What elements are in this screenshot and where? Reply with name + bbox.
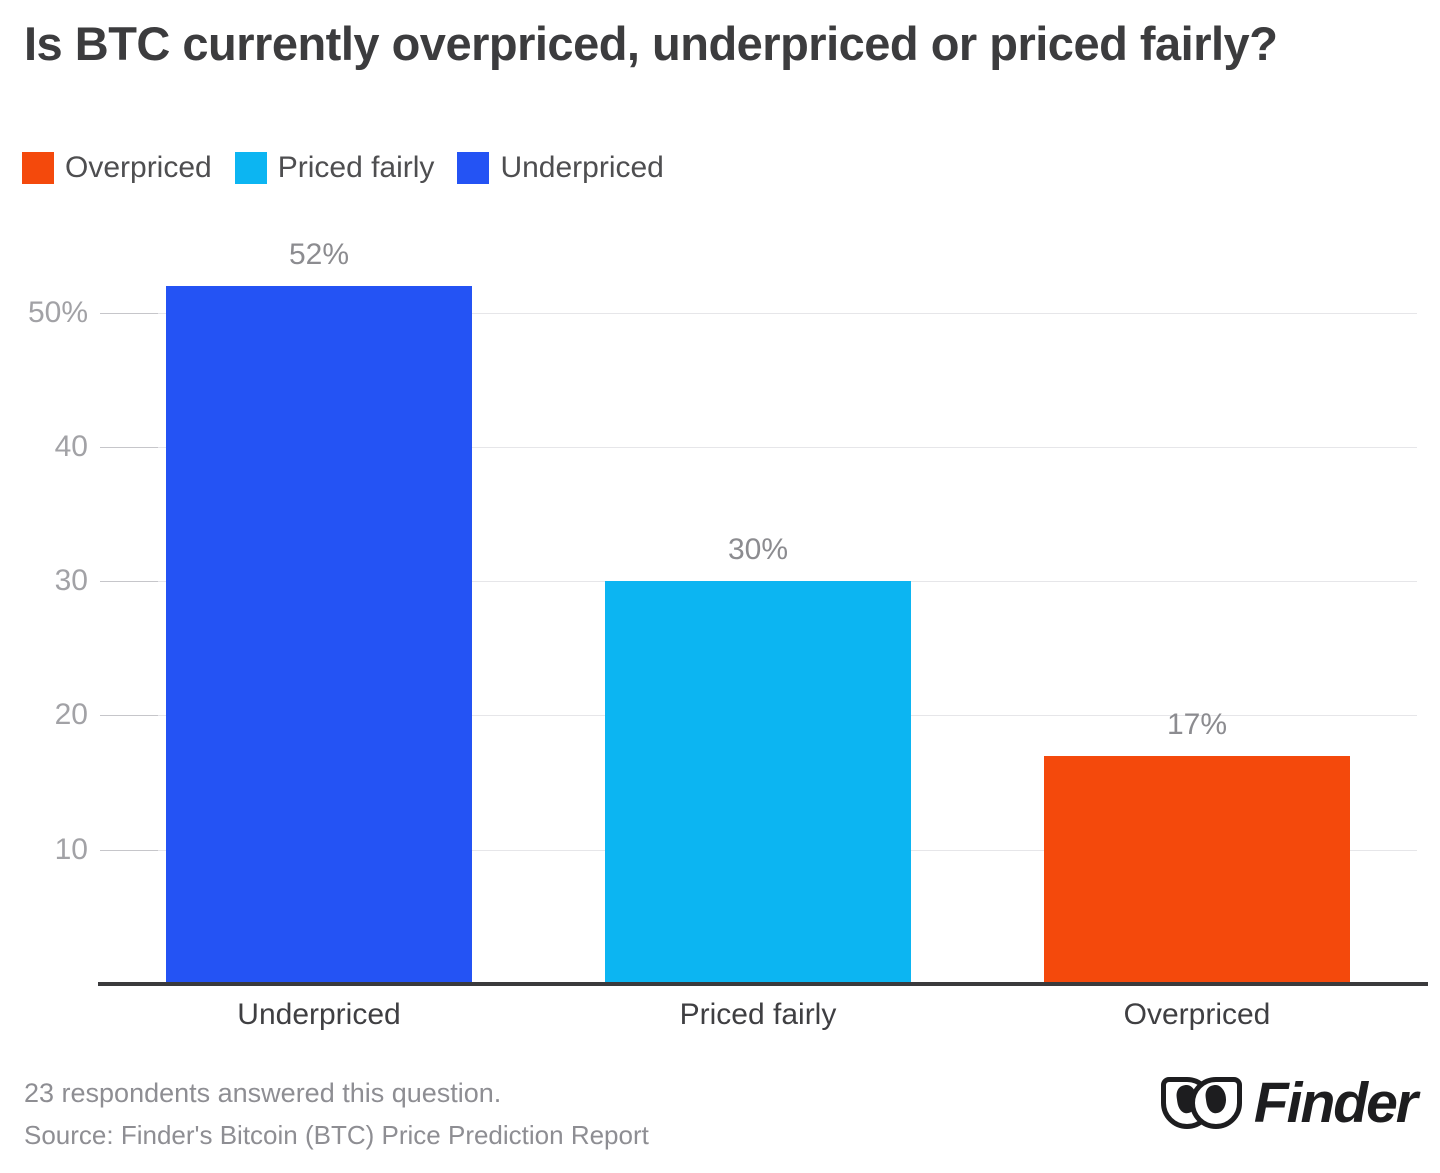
source-note: Source: Finder's Bitcoin (BTC) Price Pre… — [24, 1120, 649, 1150]
legend-swatch-priced-fairly — [234, 152, 267, 184]
legend-swatch-underpriced — [457, 152, 490, 184]
bar-value-label-underpriced: 52% — [288, 237, 350, 271]
chart-title: Is BTC currently overpriced, underpriced… — [24, 17, 1278, 70]
ytick-label-10: 10 — [54, 832, 88, 866]
legend-item-overpriced: Overpriced — [22, 151, 212, 185]
ytick-mark-20 — [100, 715, 158, 717]
ytick-mark-30 — [100, 581, 158, 583]
ytick-label-40: 40 — [54, 429, 88, 463]
bar-value-label-priced-fairly: 30% — [727, 533, 789, 567]
bar-priced-fairly — [605, 581, 911, 984]
xtick-label-underpriced: Underpriced — [237, 998, 401, 1031]
bar-underpriced — [166, 285, 472, 984]
finder-logo-right-pupil — [1203, 1083, 1228, 1115]
ytick-mark-50 — [100, 312, 158, 314]
legend-swatch-overpriced — [22, 152, 54, 184]
bar-overpriced — [1044, 755, 1350, 984]
gridline-50 — [100, 312, 1417, 314]
legend-label-overpriced: Overpriced — [65, 151, 212, 184]
ytick-mark-40 — [100, 446, 158, 448]
legend-item-priced-fairly: Priced fairly — [234, 151, 435, 185]
xtick-label-priced-fairly: Priced fairly — [679, 998, 837, 1031]
finder-logo: Finder — [1160, 1070, 1418, 1136]
xtick-label-overpriced: Overpriced — [1123, 998, 1271, 1031]
x-axis-line — [98, 982, 1428, 986]
respondents-note: 23 respondents answered this question. — [24, 1078, 502, 1108]
ytick-label-30: 30 — [54, 564, 88, 598]
gridline-40 — [100, 446, 1417, 448]
ytick-mark-10 — [100, 849, 158, 851]
bar-value-label-overpriced: 17% — [1166, 707, 1228, 741]
legend-label-priced-fairly: Priced fairly — [277, 151, 435, 184]
finder-logo-text: Finder — [1253, 1071, 1418, 1135]
legend-label-underpriced: Underpriced — [500, 151, 664, 184]
ytick-label-20: 20 — [54, 698, 88, 732]
finder-logo-eyes-icon — [1160, 1077, 1242, 1129]
finder-logo-right-lens — [1189, 1077, 1242, 1129]
legend-item-underpriced: Underpriced — [457, 151, 664, 185]
ytick-label-50: 50% — [27, 295, 88, 329]
legend: Overpriced Priced fairly Underpriced — [22, 151, 687, 185]
